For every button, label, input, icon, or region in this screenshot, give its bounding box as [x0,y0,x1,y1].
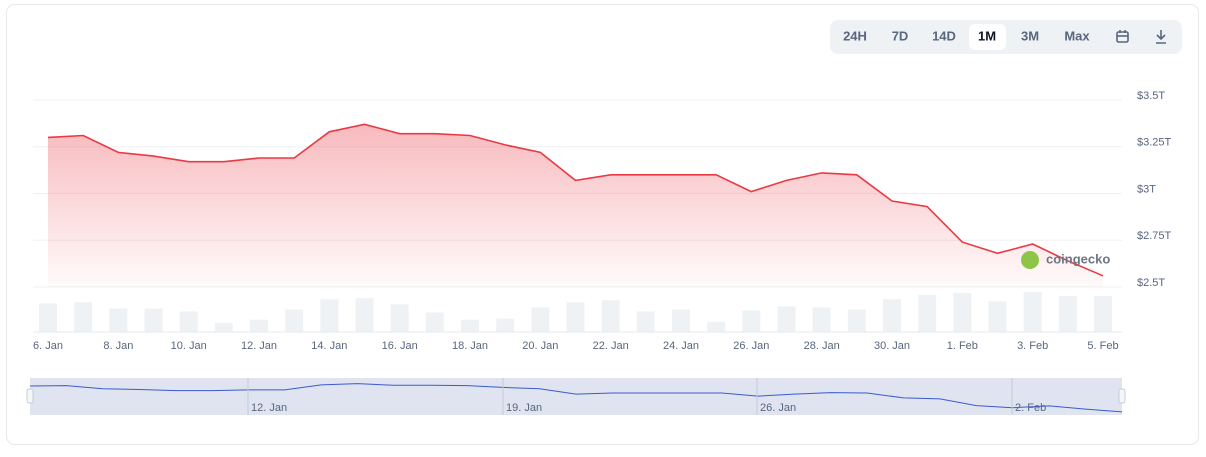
x-tick-label: 30. Jan [874,340,910,352]
volume-bar [531,307,550,332]
volume-bar [953,293,972,332]
volume-bar [144,308,163,332]
range-button[interactable]: 14D [932,28,956,43]
volume-bar [566,302,585,332]
calendar-button[interactable] [1116,30,1129,43]
volume-bar [883,299,901,332]
volume-bar [1023,292,1042,332]
volume-bar [285,309,304,332]
volume-bar [812,307,831,332]
volume-bar [425,312,444,332]
range-button[interactable]: 24H [843,28,867,43]
volume-bar [74,302,93,332]
volume-bar [496,318,515,332]
volume-bar [777,306,796,332]
range-selector: 24H 7D 14D 1M 3M Max [830,20,1182,54]
volume-bar [179,311,198,332]
x-tick-label: 22. Jan [593,340,629,352]
x-tick-label: 3. Feb [1017,340,1048,352]
x-tick-label: 24. Jan [663,340,699,352]
price-area [48,124,1103,287]
volume-bar [461,319,479,332]
y-tick-label: $3T [1137,183,1156,195]
x-tick-label: 6. Jan [33,340,63,352]
range-button[interactable]: 1M [978,28,996,43]
volume-bar [636,311,655,332]
price-line [47,123,1104,277]
x-tick-label: 20. Jan [522,340,558,352]
watermark: coingecko [1021,251,1110,269]
volume-bar [214,322,233,332]
volume-bar [250,319,268,332]
range-button[interactable]: 3M [1021,28,1039,43]
volume-bar [707,321,726,332]
volume-bar [601,300,620,332]
navigator-handle[interactable] [26,388,34,404]
watermark-text: coingecko [1046,251,1110,266]
x-tick-label: 18. Jan [452,340,488,352]
volume-bar [39,303,57,332]
y-tick-label: $3.25T [1137,137,1172,149]
navigator-label: 2. Feb [1015,402,1046,414]
navigator-line [29,383,1123,413]
volume-bar [672,309,690,332]
active-range-bg [969,24,1006,50]
range-button[interactable]: Max [1064,28,1090,43]
x-tick-label: 12. Jan [241,340,277,352]
x-tick-label: 16. Jan [382,340,418,352]
volume-bar [320,299,339,332]
navigator-label: 12. Jan [251,402,287,414]
volume-bar [988,301,1007,332]
volume-bar [918,295,937,332]
volume-bar [847,309,866,332]
volume-bar [355,298,374,332]
navigator-handle[interactable] [1118,388,1126,404]
x-tick-label: 26. Jan [733,340,769,352]
navigator-label: 26. Jan [760,402,796,414]
x-tick-label: 10. Jan [171,340,207,352]
volume-bar [109,308,128,332]
y-tick-label: $3.5T [1137,90,1165,102]
x-tick-label: 8. Jan [103,340,133,352]
x-tick-label: 5. Feb [1087,340,1118,352]
navigator-bg [30,378,1122,415]
navigator-label: 19. Jan [506,402,542,414]
volume-bar [1058,296,1077,332]
volume-bar [742,310,761,332]
y-tick-label: $2.75T [1137,230,1172,242]
x-tick-label: 14. Jan [311,340,347,352]
range-button[interactable]: 7D [892,28,909,43]
y-tick-label: $2.5T [1137,277,1165,289]
download-button[interactable] [1156,30,1166,44]
volume-bar [390,304,409,332]
plot-area: $2.5T $2.75T $3T $3.25T $3.5T 6. Jan 8. Jan 10.… [33,90,1172,352]
volume-bar [1094,296,1112,332]
x-tick-label: 28. Jan [804,340,840,352]
x-tick-label: 1. Feb [947,340,978,352]
